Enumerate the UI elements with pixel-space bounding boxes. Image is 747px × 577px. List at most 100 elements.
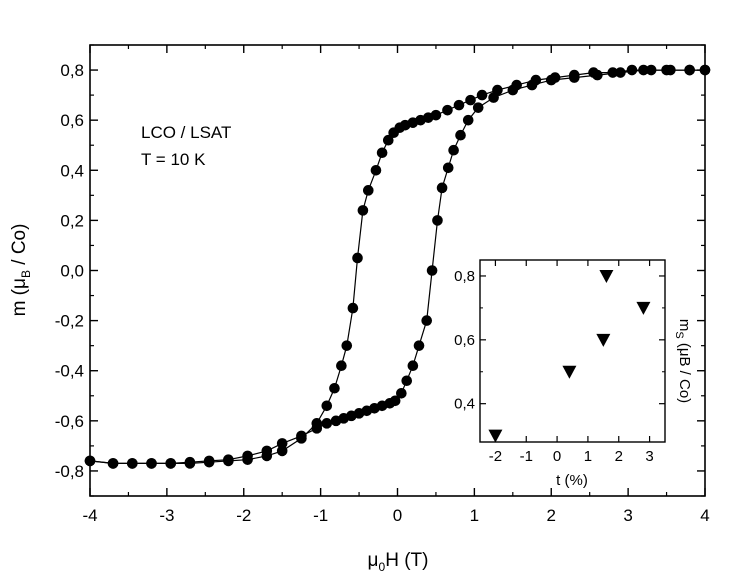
data-point xyxy=(436,182,448,194)
data-point xyxy=(296,430,307,442)
main-data-points xyxy=(84,64,711,469)
x-tick-label: -1 xyxy=(313,506,328,525)
data-point xyxy=(341,340,353,351)
data-point xyxy=(376,147,388,159)
main-tick-labels: -4 -3 -2 -1 0 1 2 3 4 -0,8 -0,6 -0,4 -0,2 0,0 0,2 0,4 0,… xyxy=(55,61,710,525)
data-point xyxy=(453,99,465,111)
x-tick-label: -3 xyxy=(159,506,174,525)
data-point xyxy=(545,74,557,86)
data-point xyxy=(329,382,340,394)
data-point xyxy=(442,104,453,116)
x-tick-label: 4 xyxy=(700,506,709,525)
data-point xyxy=(421,315,433,326)
inset-x-axis-title: t (%) xyxy=(556,472,588,489)
x-tick-label: -4 xyxy=(82,506,97,525)
data-point xyxy=(382,134,394,146)
inset-y-tick-label: 0,6 xyxy=(454,332,475,349)
data-point xyxy=(507,84,519,96)
inset-tick-labels: -2 -1 0 1 2 3 0,4 0,6 0,8 xyxy=(454,268,654,465)
inset-data-point xyxy=(599,269,614,283)
data-point xyxy=(592,69,603,81)
inset-data-point xyxy=(562,365,577,379)
temperature-annotation: T = 10 K xyxy=(141,150,206,169)
data-point xyxy=(569,72,580,83)
data-point xyxy=(432,215,443,226)
data-point xyxy=(146,458,157,469)
inset-data-point xyxy=(636,301,651,315)
x-tick-label: 3 xyxy=(623,506,632,525)
data-point xyxy=(526,79,538,91)
data-point xyxy=(661,64,672,76)
data-point xyxy=(126,458,138,469)
data-point xyxy=(455,129,466,141)
x-axis-title: μ0H (T) xyxy=(368,550,429,574)
y-tick-label: -0,8 xyxy=(55,462,84,481)
inset-x-tick-label: 0 xyxy=(553,448,561,465)
data-point xyxy=(84,455,96,467)
data-point xyxy=(165,458,177,469)
inset-data-point xyxy=(488,429,503,443)
inset-y-axis-title: mS (μB / Co) xyxy=(673,319,693,403)
y-tick-label: 0,4 xyxy=(60,161,84,180)
data-point xyxy=(626,64,638,76)
data-point xyxy=(276,445,288,457)
data-point xyxy=(184,456,196,468)
y-tick-label: -0,6 xyxy=(55,412,84,431)
y-axis-title: m (μB / Co) xyxy=(9,224,33,317)
data-point xyxy=(203,455,215,467)
sample-annotation: LCO / LSAT xyxy=(141,123,231,142)
data-point xyxy=(488,92,499,103)
data-point xyxy=(370,164,382,176)
data-point xyxy=(261,445,273,457)
data-point xyxy=(311,423,323,434)
data-point xyxy=(465,94,476,106)
data-point xyxy=(107,458,119,469)
inset-x-tick-label: 3 xyxy=(645,448,653,465)
data-point xyxy=(336,360,347,372)
data-point xyxy=(684,64,695,76)
data-point xyxy=(389,395,401,407)
data-point xyxy=(615,67,626,78)
data-point xyxy=(223,454,234,465)
data-point xyxy=(462,114,474,126)
main-axis-ticks xyxy=(89,44,706,497)
data-point xyxy=(388,127,399,138)
data-point xyxy=(242,450,253,462)
inset-data-point xyxy=(596,333,611,347)
data-point xyxy=(413,340,425,351)
data-point xyxy=(448,144,459,156)
inset-data-points xyxy=(488,269,651,443)
inset-x-tick-label: -1 xyxy=(520,448,533,465)
data-point xyxy=(476,89,488,101)
y-tick-label: -0,4 xyxy=(55,362,84,381)
x-tick-label: 1 xyxy=(470,506,479,525)
y-tick-label: 0,8 xyxy=(60,61,84,80)
data-point xyxy=(442,162,454,174)
inset-x-tick-label: -2 xyxy=(489,448,502,465)
inset-x-tick-label: 1 xyxy=(584,448,592,465)
inset-x-tick-label: 2 xyxy=(615,448,623,465)
y-tick-label: 0,0 xyxy=(60,262,84,281)
data-point xyxy=(357,205,369,216)
data-point xyxy=(426,265,438,276)
data-point xyxy=(321,400,333,412)
data-point xyxy=(347,302,359,314)
inset-frame xyxy=(479,259,666,443)
data-point xyxy=(362,185,374,196)
data-point xyxy=(407,360,419,372)
data-point xyxy=(638,64,649,76)
data-point xyxy=(401,375,413,387)
x-tick-label: 2 xyxy=(547,506,556,525)
y-tick-label: 0,6 xyxy=(60,111,84,130)
data-point xyxy=(699,64,711,76)
y-tick-label: 0,2 xyxy=(60,211,84,230)
data-point xyxy=(396,387,407,399)
x-tick-label: 0 xyxy=(393,506,402,525)
x-tick-label: -2 xyxy=(236,506,251,525)
y-tick-label: -0,2 xyxy=(55,312,84,331)
inset-y-tick-label: 0,8 xyxy=(454,268,475,285)
data-point xyxy=(645,64,657,76)
data-point xyxy=(321,418,333,429)
inset-y-tick-label: 0,4 xyxy=(454,396,475,413)
